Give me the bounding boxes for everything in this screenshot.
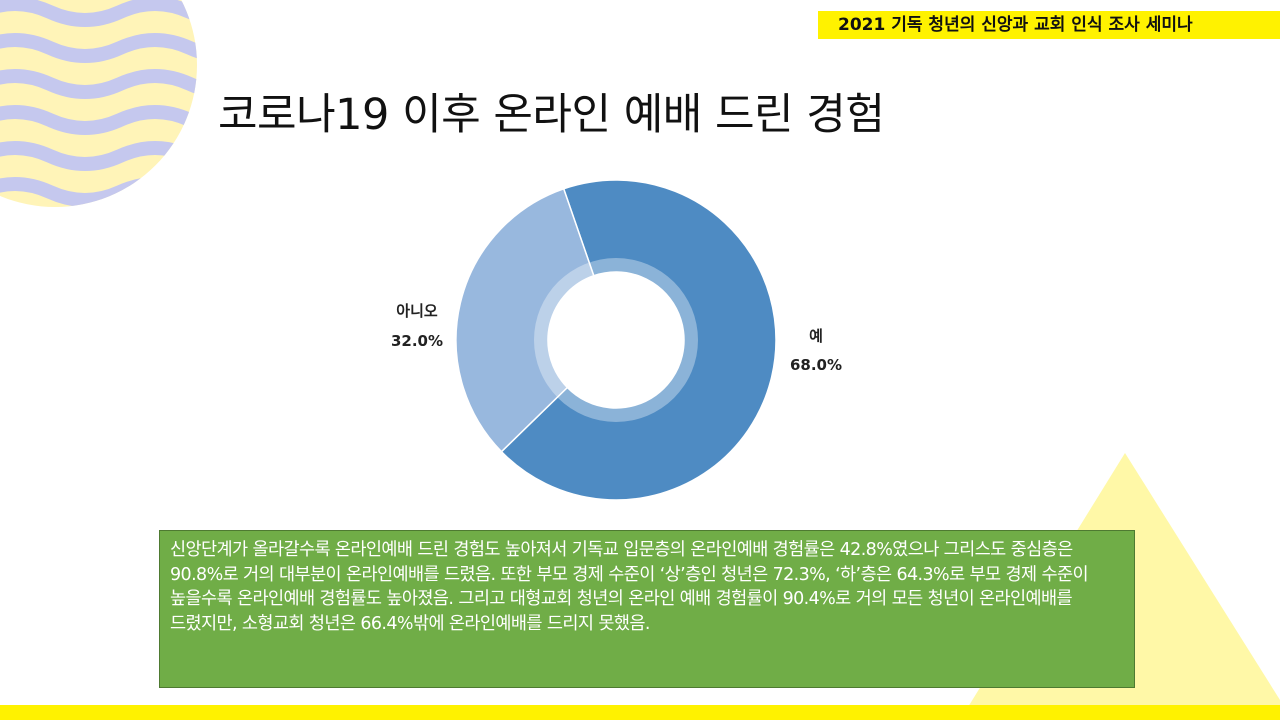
label-yes-category: 예 <box>809 327 823 345</box>
label-yes-value: 68.0% <box>790 356 842 374</box>
label-no-category: 아니오 <box>396 302 438 320</box>
bottom-accent-bar <box>0 705 1280 720</box>
label-no-value: 32.0% <box>391 332 443 350</box>
page-title: 코로나19 이후 온라인 예배 드린 경험 <box>218 90 885 140</box>
slice-yes <box>500 179 777 501</box>
donut-hole <box>548 272 684 408</box>
decorative-wave-circle <box>0 0 197 207</box>
summary-text-box: 신앙단계가 올라갈수록 온라인예배 드린 경험도 높아져서 기독교 입문층의 온… <box>159 530 1135 688</box>
seminar-banner: 2021 기독 청년의 신앙과 교회 인식 조사 세미나 <box>818 11 1280 39</box>
